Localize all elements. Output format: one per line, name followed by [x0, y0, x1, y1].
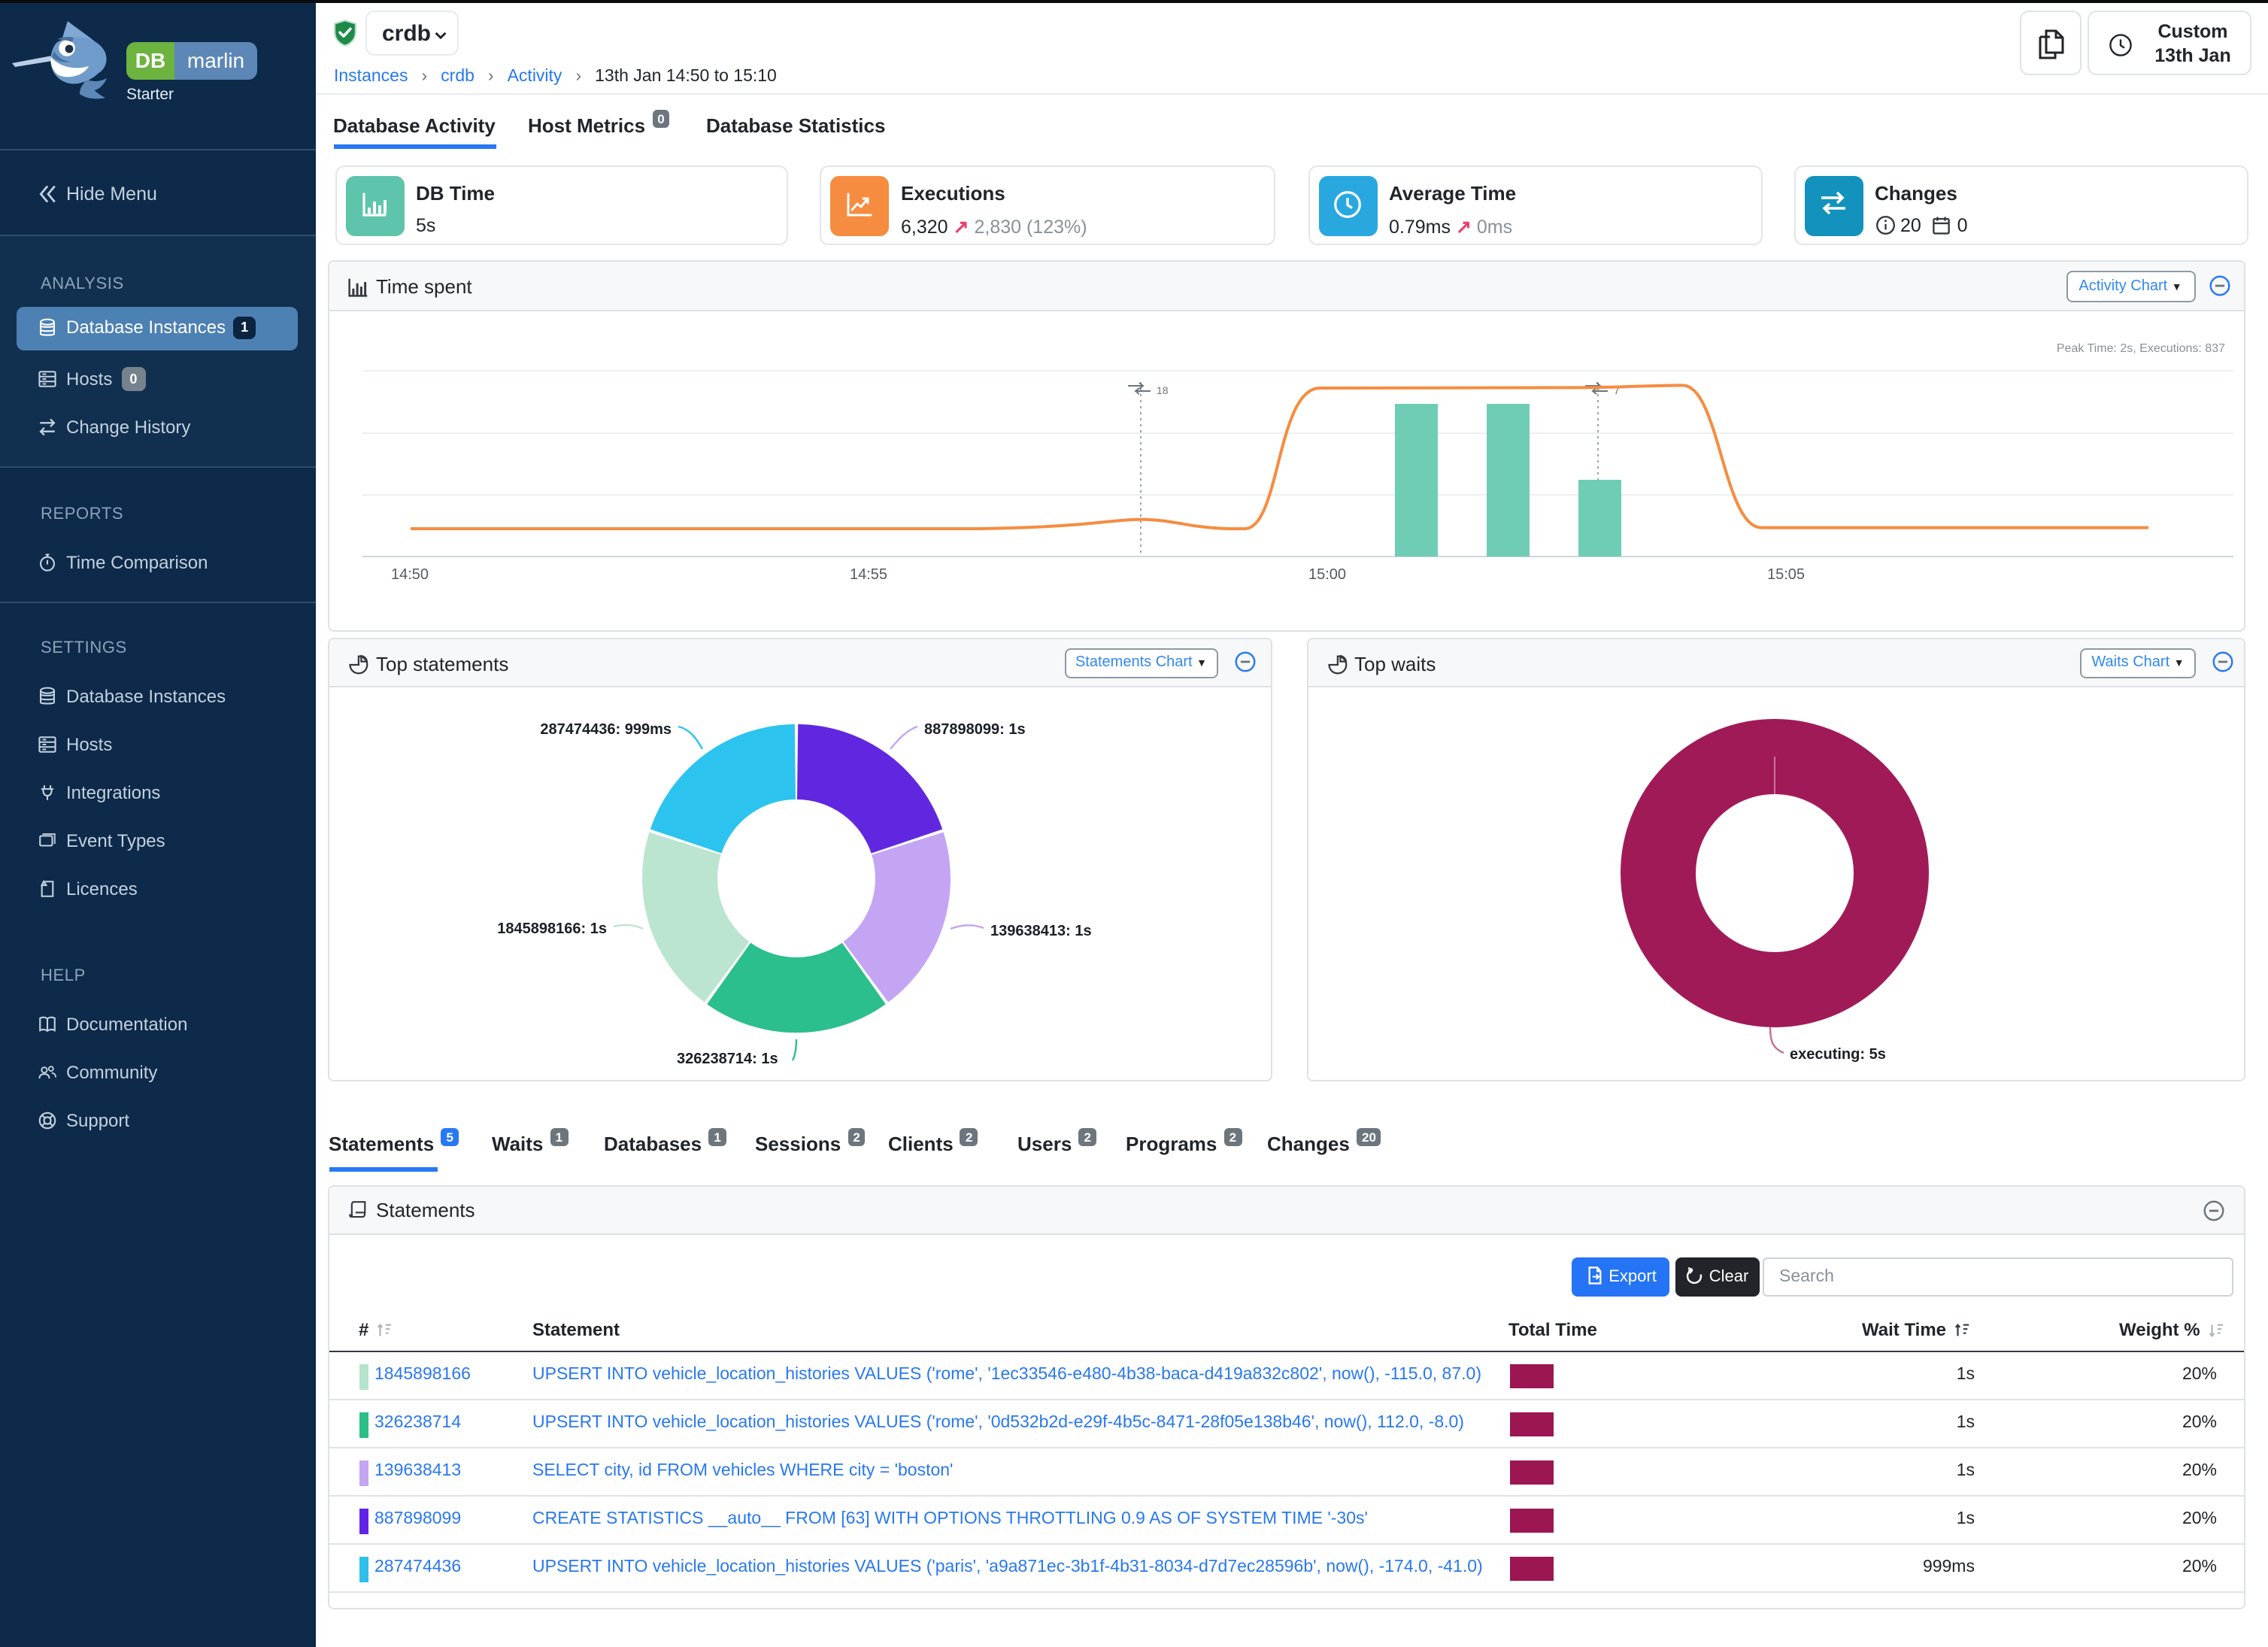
svg-text:326238714: 1s: 326238714: 1s — [677, 1051, 778, 1067]
svg-text:18: 18 — [1157, 384, 1169, 396]
svg-text:14:55: 14:55 — [850, 566, 887, 583]
svg-text:7: 7 — [1614, 384, 1620, 396]
svg-text:287474436: 999ms: 287474436: 999ms — [540, 721, 672, 738]
svg-text:887898099: 1s: 887898099: 1s — [924, 721, 1026, 738]
svg-text:executing: 5s: executing: 5s — [1789, 1046, 1885, 1063]
svg-text:15:00: 15:00 — [1308, 566, 1346, 583]
svg-text:15:05: 15:05 — [1767, 566, 1805, 583]
svg-text:1845898166: 1s: 1845898166: 1s — [497, 921, 607, 937]
svg-text:14:50: 14:50 — [391, 566, 429, 583]
svg-text:139638413: 1s: 139638413: 1s — [990, 923, 1092, 939]
